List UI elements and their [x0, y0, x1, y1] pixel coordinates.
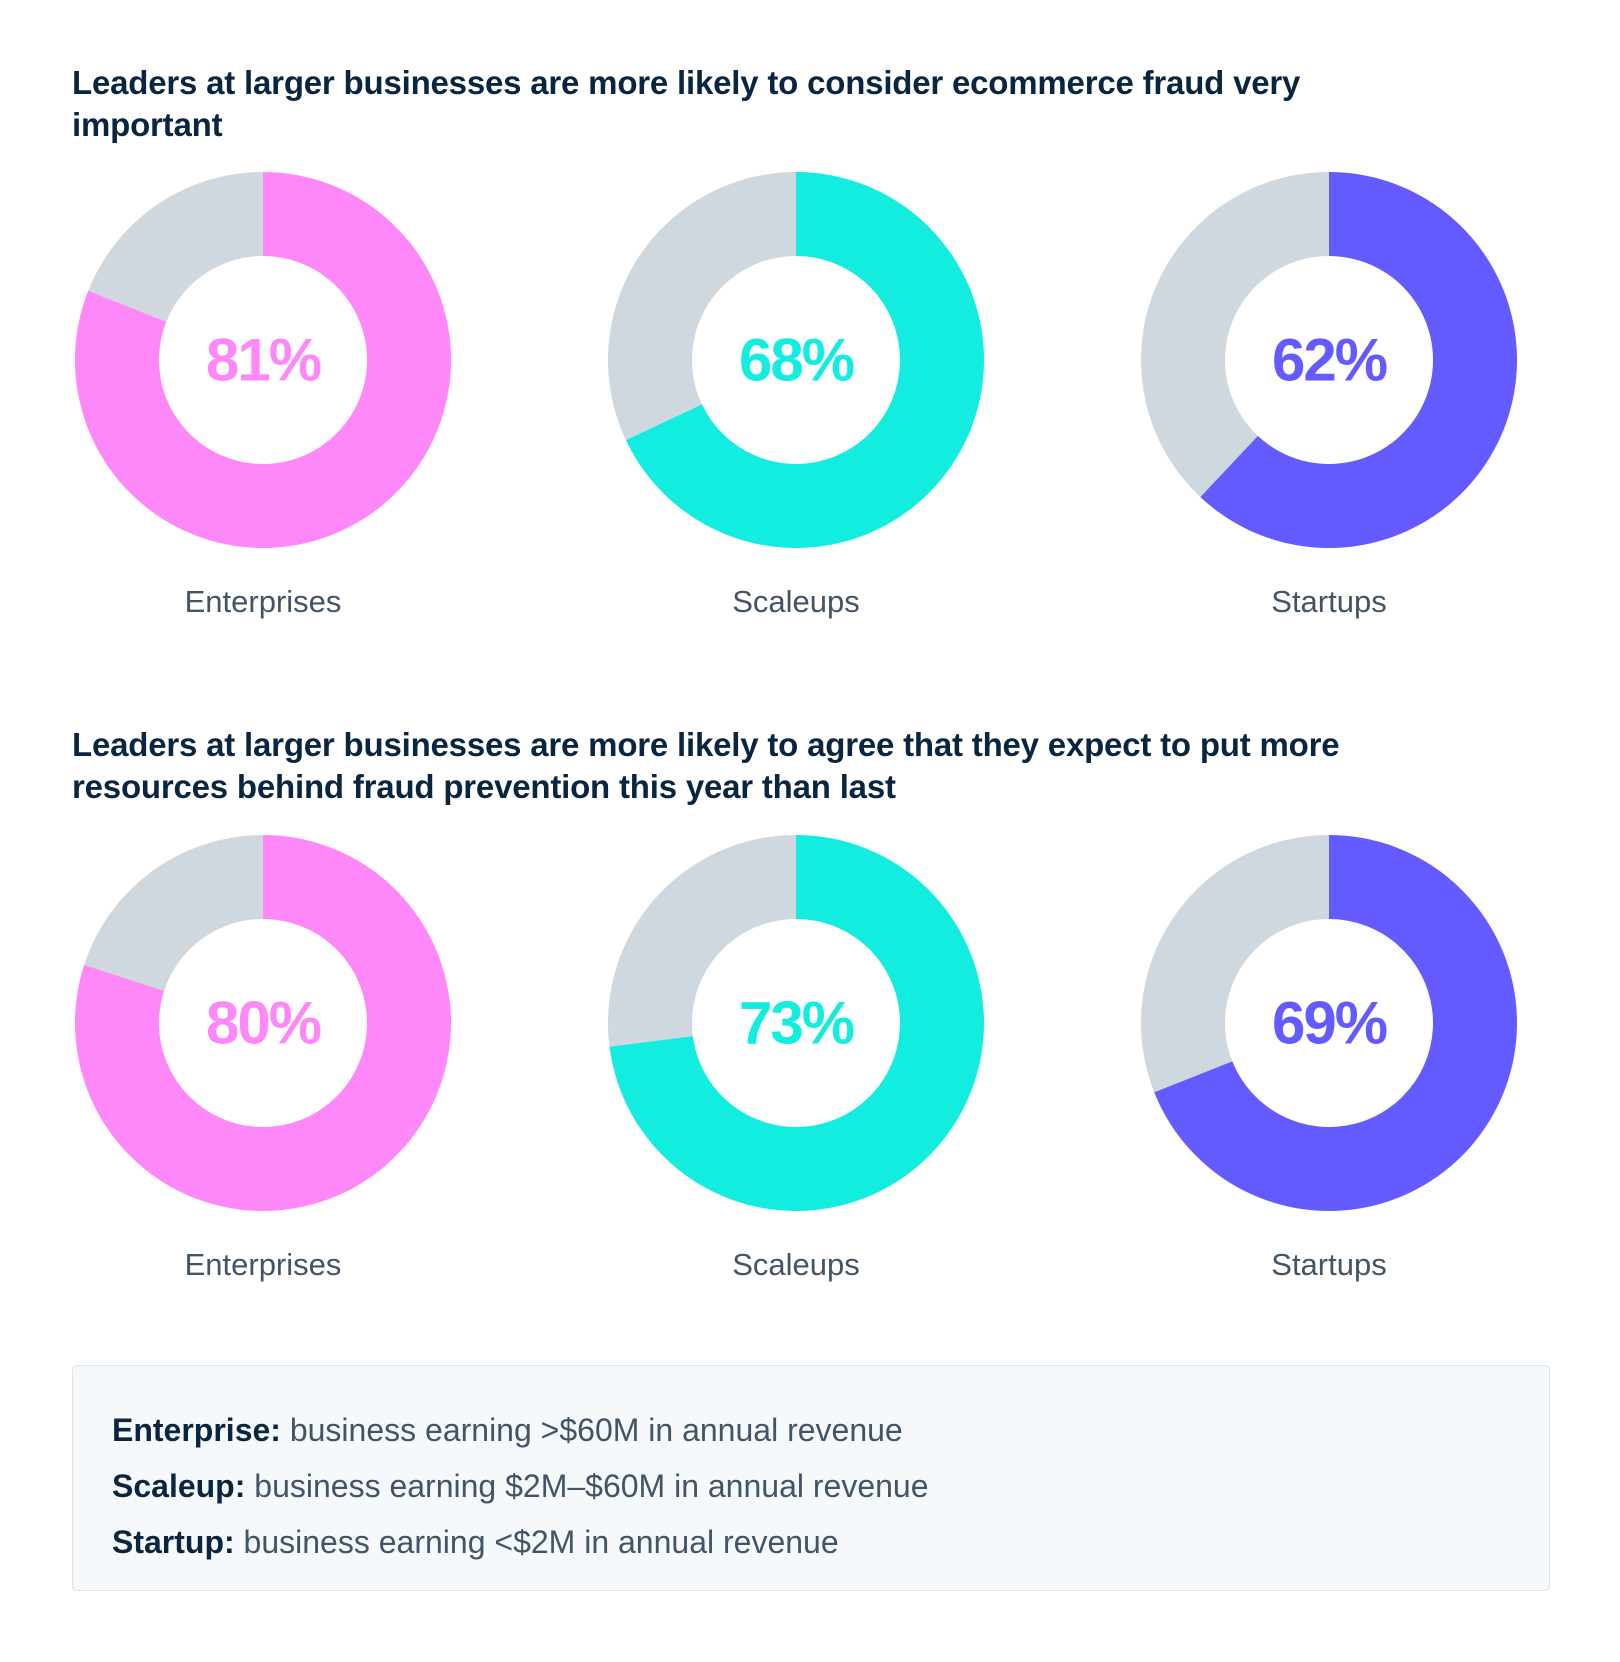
donut-svg: 68% — [608, 172, 984, 548]
definition-scaleup: Scaleup: business earning $2M–$60M in an… — [112, 1458, 1549, 1514]
chart-1-donut-row: 81% Enterprises 68% Scaleups 62% Startup… — [0, 170, 1620, 640]
definition-term: Scaleup: — [112, 1468, 246, 1504]
chart-2-donut-startups: 69% Startups — [1129, 833, 1529, 1303]
donut-category-label: Enterprises — [184, 1247, 342, 1282]
donut-value-label: 62% — [1272, 327, 1387, 394]
definition-startup: Startup: business earning <$2M in annual… — [112, 1514, 1549, 1570]
donut-remainder-segment — [88, 172, 263, 322]
donut-svg: 69% — [1141, 835, 1517, 1211]
donut-svg: 73% — [608, 835, 984, 1211]
donut-category-label: Enterprises — [184, 584, 342, 619]
chart-1-title: Leaders at larger businesses are more li… — [72, 64, 1301, 143]
donut-remainder-segment — [608, 835, 796, 1047]
donut-svg: 62% — [1141, 172, 1517, 548]
donut-value-segment — [1200, 172, 1517, 548]
definition-text: business earning <$2M in annual revenue — [234, 1524, 839, 1560]
donut-value-segment — [609, 835, 984, 1211]
donut-remainder-segment — [1141, 172, 1329, 498]
donut-remainder-segment — [1141, 835, 1329, 1093]
definition-text: business earning >$60M in annual revenue — [280, 1412, 903, 1448]
donut-category-label: Scaleups — [732, 584, 860, 619]
donut-value-segment — [74, 172, 452, 548]
definition-text: business earning $2M–$60M in annual reve… — [245, 1468, 929, 1504]
donut-value-segment — [74, 835, 451, 1211]
donut-value-label: 69% — [1272, 990, 1387, 1057]
definition-term: Startup: — [112, 1524, 235, 1560]
donut-value-label: 80% — [206, 990, 321, 1057]
donut-value-segment — [1154, 835, 1517, 1211]
donut-value-label: 68% — [739, 327, 854, 394]
donut-svg: 81% — [74, 172, 452, 548]
chart-2-donut-enterprises: 80% Enterprises — [63, 833, 463, 1303]
chart-2-donut-scaleups: 73% Scaleups — [596, 833, 996, 1303]
donut-value-label: 73% — [739, 990, 854, 1057]
donut-category-label: Startups — [1271, 1247, 1387, 1282]
chart-1-donut-enterprises: 81% Enterprises — [63, 170, 463, 640]
chart-1-donut-startups: 62% Startups — [1129, 170, 1529, 640]
donut-remainder-segment — [608, 172, 796, 441]
chart-1-donut-scaleups: 68% Scaleups — [596, 170, 996, 640]
definition-term: Enterprise: — [112, 1412, 281, 1448]
chart-2-title: Leaders at larger businesses are more li… — [72, 726, 1340, 805]
donut-category-label: Startups — [1271, 584, 1387, 619]
donut-value-segment — [625, 172, 984, 548]
definitions-box: Enterprise: business earning >$60M in an… — [72, 1365, 1550, 1591]
donut-value-label: 81% — [206, 327, 321, 394]
donut-remainder-segment — [84, 835, 263, 991]
chart-2-donut-row: 80% Enterprises 73% Scaleups 69% Startup… — [0, 833, 1620, 1303]
donut-category-label: Scaleups — [732, 1247, 860, 1282]
donut-svg: 80% — [74, 835, 451, 1211]
definition-enterprise: Enterprise: business earning >$60M in an… — [112, 1402, 1549, 1458]
